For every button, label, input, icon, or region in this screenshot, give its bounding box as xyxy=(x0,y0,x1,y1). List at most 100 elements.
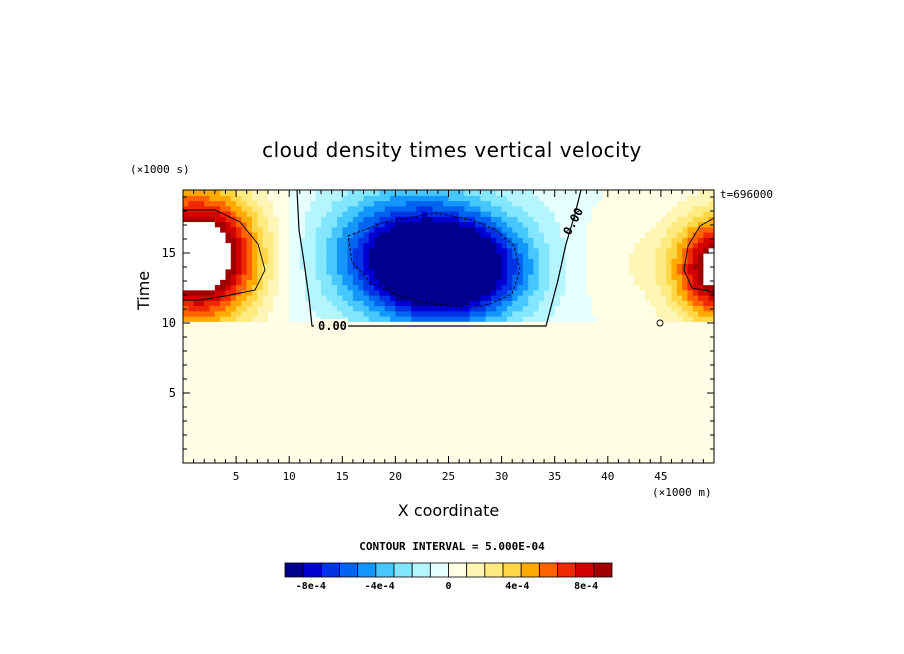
heatmap-cell xyxy=(214,232,221,238)
heatmap-cell xyxy=(411,242,418,249)
heatmap-cell xyxy=(480,253,487,259)
heatmap-cell xyxy=(586,316,593,322)
heatmap-cell xyxy=(544,358,550,364)
heatmap-cell xyxy=(310,457,317,464)
heatmap-cell xyxy=(671,384,678,391)
heatmap-cell xyxy=(703,211,710,217)
heatmap-cell xyxy=(437,326,444,333)
heatmap-cell xyxy=(575,452,582,459)
heatmap-cell xyxy=(522,321,529,328)
heatmap-cell xyxy=(459,310,466,317)
heatmap-cell xyxy=(294,358,301,364)
heatmap-cell xyxy=(336,300,343,307)
heatmap-cell xyxy=(570,347,577,354)
heatmap-cell xyxy=(406,347,412,354)
heatmap-cell xyxy=(368,373,375,380)
heatmap-cell xyxy=(183,310,189,317)
heatmap-cell xyxy=(257,305,264,312)
heatmap-cell xyxy=(416,379,423,385)
heatmap-cell xyxy=(225,415,232,422)
heatmap-cell xyxy=(676,316,683,322)
heatmap-cell xyxy=(613,253,620,259)
heatmap-cell xyxy=(485,310,492,317)
heatmap-cell xyxy=(406,263,412,270)
heatmap-cell xyxy=(687,373,694,380)
heatmap-cell xyxy=(214,321,221,328)
heatmap-cell xyxy=(570,289,577,296)
heatmap-cell xyxy=(358,368,365,375)
heatmap-cell xyxy=(315,295,322,301)
heatmap-cell xyxy=(267,342,274,349)
heatmap-cell xyxy=(198,205,205,212)
heatmap-cell xyxy=(554,253,561,259)
heatmap-cell xyxy=(379,331,386,338)
heatmap-cell xyxy=(496,379,503,385)
heatmap-cell xyxy=(358,258,365,265)
heatmap-cell xyxy=(321,452,327,459)
heatmap-cell xyxy=(560,200,566,207)
heatmap-cell xyxy=(432,415,439,422)
heatmap-cell xyxy=(395,379,402,385)
heatmap-cell xyxy=(331,421,338,427)
heatmap-cell xyxy=(660,389,667,396)
heatmap-cell xyxy=(666,426,673,433)
heatmap-cell xyxy=(193,216,200,223)
heatmap-cell xyxy=(591,331,598,338)
heatmap-cell xyxy=(188,389,195,396)
heatmap-cell xyxy=(278,389,285,396)
heatmap-cell xyxy=(230,442,237,448)
heatmap-cell xyxy=(374,426,381,433)
heatmap-cell xyxy=(453,211,460,217)
heatmap-cell xyxy=(687,447,694,454)
heatmap-cell xyxy=(352,263,359,270)
heatmap-cell xyxy=(607,232,614,238)
heatmap-cell xyxy=(443,436,450,443)
heatmap-cell xyxy=(336,368,343,375)
heatmap-cell xyxy=(437,337,444,343)
heatmap-cell xyxy=(528,426,535,433)
heatmap-cell xyxy=(331,253,338,259)
heatmap-cell xyxy=(671,221,678,228)
heatmap-cell xyxy=(634,316,641,322)
heatmap-cell xyxy=(533,274,540,280)
heatmap-cell xyxy=(299,452,306,459)
heatmap-cell xyxy=(533,426,540,433)
heatmap-cell xyxy=(660,405,667,412)
heatmap-cell xyxy=(299,268,306,275)
heatmap-cell xyxy=(692,384,699,391)
heatmap-cell xyxy=(384,331,391,338)
heatmap-cell xyxy=(660,447,667,454)
heatmap-cell xyxy=(352,253,359,259)
heatmap-cell xyxy=(246,368,253,375)
heatmap-cell xyxy=(379,431,386,438)
heatmap-cell xyxy=(241,295,248,301)
heatmap-cell xyxy=(427,442,434,448)
heatmap-cell xyxy=(644,221,651,228)
heatmap-cell xyxy=(666,274,673,280)
heatmap-cell xyxy=(629,274,635,280)
heatmap-cell xyxy=(490,436,497,443)
heatmap-cell xyxy=(289,352,296,359)
heatmap-cell xyxy=(363,216,370,223)
heatmap-cell xyxy=(188,274,195,280)
heatmap-cell xyxy=(299,274,306,280)
heatmap-cell xyxy=(321,379,327,385)
heatmap-cell xyxy=(230,368,237,375)
heatmap-cell xyxy=(597,316,604,322)
heatmap-cell xyxy=(480,447,487,454)
heatmap-cell xyxy=(183,442,189,448)
heatmap-cell xyxy=(209,300,216,307)
heatmap-cell xyxy=(406,442,412,448)
heatmap-cell xyxy=(464,368,471,375)
heatmap-cell xyxy=(188,305,195,312)
heatmap-cell xyxy=(183,400,189,406)
heatmap-cell xyxy=(363,253,370,259)
heatmap-cell xyxy=(570,221,577,228)
heatmap-cell xyxy=(613,268,620,275)
heatmap-cell xyxy=(560,400,566,406)
heatmap-cell xyxy=(490,316,497,322)
heatmap-cell xyxy=(321,305,327,312)
heatmap-cell xyxy=(475,400,481,406)
heatmap-cell xyxy=(618,400,625,406)
heatmap-cell xyxy=(421,268,428,275)
